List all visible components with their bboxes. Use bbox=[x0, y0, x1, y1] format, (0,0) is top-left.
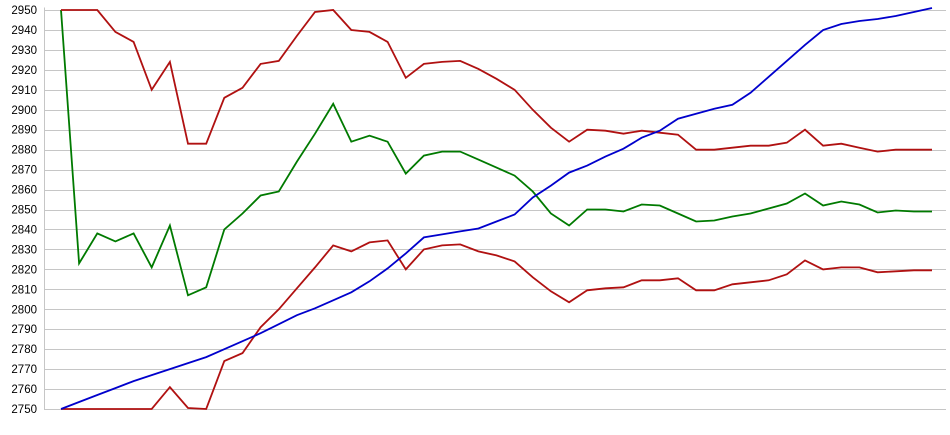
y-axis-tick-label: 2930 bbox=[11, 45, 37, 57]
series-blue-line bbox=[60, 7, 933, 410]
y-axis-tick-label: 2790 bbox=[11, 324, 37, 336]
y-axis-tick-label: 2870 bbox=[11, 165, 37, 177]
y-axis-tick-label: 2950 bbox=[11, 5, 37, 17]
y-axis-tick-label: 2770 bbox=[11, 364, 37, 376]
y-axis-tick-label: 2920 bbox=[11, 65, 37, 77]
y-axis-tick-label: 2810 bbox=[11, 284, 37, 296]
y-axis-tick-label: 2890 bbox=[11, 125, 37, 137]
y-axis-tick-label: 2780 bbox=[11, 344, 37, 356]
y-axis-tick-label: 2800 bbox=[11, 304, 37, 316]
y-axis-tick-label: 2940 bbox=[11, 25, 37, 37]
y-axis-tick-label: 2900 bbox=[11, 105, 37, 117]
y-axis-tick-label: 2840 bbox=[11, 224, 37, 236]
y-axis-tick-label: 2820 bbox=[11, 264, 37, 276]
y-axis-tick-label: 2860 bbox=[11, 185, 37, 197]
y-axis-tick-label: 2910 bbox=[11, 85, 37, 97]
y-axis-tick-label: 2830 bbox=[11, 244, 37, 256]
y-axis-tick-label: 2760 bbox=[11, 384, 37, 396]
series-upper-red-line bbox=[61, 9, 932, 153]
y-axis-tick-label: 2880 bbox=[11, 145, 37, 157]
series-green-line bbox=[60, 9, 932, 297]
y-axis-tick-label: 2850 bbox=[11, 205, 37, 217]
y-axis-tick-label: 2750 bbox=[11, 404, 37, 416]
series-lower-red-line bbox=[61, 239, 932, 410]
